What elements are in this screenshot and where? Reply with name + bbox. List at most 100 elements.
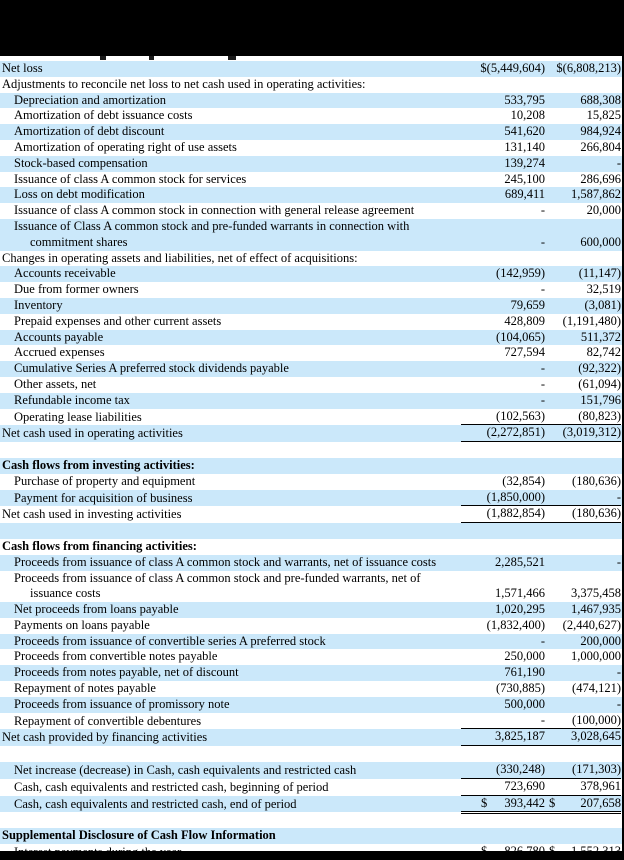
table-row: Amortization of debt issuance costs 10,2… [0,108,624,124]
table-row: Depreciation and amortization 533,795 68… [0,92,624,109]
table-row: Prepaid expenses and other current asset… [0,314,624,330]
value-column-1: 2,285,521 [495,554,545,569]
value-column-1: - [540,376,545,391]
table-row: Accounts payable (104,065) 511,372 [0,329,624,346]
dollar-sign: $ [549,795,556,810]
value-column-1: (102,563) [461,409,545,426]
dollar-sign: $ [481,795,488,810]
value-column-2: (100,000) [545,713,621,730]
value-column-2: - [616,665,621,680]
value-column-1: (142,959) [496,266,545,281]
value-column-1: 541,620 [504,124,545,139]
value-column-2: 82,742 [586,345,621,360]
value-column-1: 761,190 [504,665,545,680]
row-label: Accrued expenses [14,345,105,360]
table-row: Issuance of class A common stock in conn… [0,203,624,219]
table-row: Accrued expenses 727,594 82,742 [0,345,624,361]
table-row: Net cash used in investing activities (1… [0,506,624,524]
value-column-2: (3,081) [584,297,621,312]
value-column-1: 79,659 [510,297,545,312]
value-column-1: 1,020,295 [495,602,545,617]
statement-table: Net loss $(5,449,604) $(6,808,213) Adjus… [0,61,624,860]
row-label: Accounts receivable [14,266,116,281]
value-column-1: 689,411 [504,187,545,202]
value-column-2: 20,000 [586,203,621,218]
value-column-2: (2,440,627) [562,617,621,632]
row-label: Refundable income tax [14,392,130,407]
row-label: Proceeds from issuance of promissory not… [14,696,230,711]
table-row: Issuance of class A common stock for ser… [0,172,624,188]
row-label: Loss on debt modification [14,187,145,202]
value-column-1: 1,571,466 [495,586,545,601]
row-label: Payments on loans payable [14,617,150,632]
row-label: Proceeds from issuance of class A common… [14,554,437,569]
row-label: Net loss [2,61,43,75]
row-label: Amortization of debt issuance costs [14,108,193,123]
value-column-2: 266,804 [580,139,621,154]
row-label: Purchase of property and equipment [14,473,196,488]
table-row: Amortization of debt discount 541,620 98… [0,124,624,140]
row-label: Proceeds from notes payable, net of disc… [14,665,239,680]
row-label: Proceeds from convertible notes payable [14,649,218,664]
value-column-2: 688,308 [580,92,621,107]
table-row: Loss on debt modification 689,411 1,587,… [0,187,624,204]
row-label: Accounts payable [14,329,104,344]
value-column-2: 600,000 [580,234,621,249]
value-column-1: 131,140 [504,139,545,154]
value-column-1: - [540,234,545,249]
table-row: Operating lease liabilities (102,563) (8… [0,409,624,426]
table-row: Due from former owners - 32,519 [0,282,624,298]
row-label: Stock-based compensation [14,155,148,170]
redacted-text-remnant [149,56,154,60]
amount: 207,658 [580,795,621,810]
row-label: Due from former owners [14,282,139,297]
value-column-2: 1,000,000 [571,649,621,664]
redacted-text-remnant [228,56,236,60]
page-right-border [622,0,624,860]
value-column-1: 245,100 [504,171,545,186]
value-column-1: (330,248) [461,762,545,779]
redacted-text-remnant [100,56,106,60]
value-column-1: - [540,633,545,648]
table-row: Net cash used in operating activities (2… [0,425,624,443]
table-row: Other assets, net - (61,094) [0,377,624,393]
value-column-2: $207,658 [545,795,621,815]
table-row: Net proceeds from loans payable 1,020,29… [0,602,624,618]
bottom-black-bar [0,851,624,860]
value-column-2: 1,467,935 [571,602,621,617]
value-column-2: (180,636) [545,506,621,524]
table-row: Adjustments to reconcile net loss to net… [0,77,624,93]
value-column-1: - [540,361,545,376]
row-label: Cash, cash equivalents and restricted ca… [14,779,329,794]
value-column-2: 984,924 [580,124,621,139]
value-column-1: 3,825,187 [461,729,545,747]
value-column-2: (474,121) [572,681,621,696]
row-label: Net cash used in operating activities [2,426,183,441]
table-row: Refundable income tax - 151,796 [0,392,624,409]
table-row: Cash flows from financing activities: [0,539,624,555]
value-column-1: (1,882,854) [461,506,545,524]
value-column-2: 1,587,862 [571,187,621,202]
row-label: Inventory [14,297,63,312]
table-row: Net loss $(5,449,604) $(6,808,213) [0,61,624,77]
row-label: Cash flows from investing activities: [2,457,195,472]
value-column-1: 533,795 [504,92,545,107]
value-column-1: (32,854) [502,473,545,488]
table-row: Cash, cash equivalents and restricted ca… [0,795,624,815]
table-row: Proceeds from issuance of class A common… [0,554,624,571]
value-column-1: (1,850,000) [461,490,545,507]
table-row: Repayment of notes payable (730,885) (47… [0,681,624,697]
value-column-1: - [461,713,545,730]
value-column-2: 378,961 [545,779,621,796]
table-row: Proceeds from issuance of class A common… [0,571,624,603]
table-row: Payment for acquisition of business (1,8… [0,489,624,507]
table-row: Accounts receivable (142,959) (11,147) [0,266,624,283]
row-label: Net proceeds from loans payable [14,602,179,617]
value-column-2: 32,519 [586,282,621,297]
row-label: Amortization of operating right of use a… [14,139,237,154]
table-row [0,523,624,539]
value-column-2: (1,191,480) [562,313,621,328]
table-row: Repayment of convertible debentures - (1… [0,713,624,730]
value-column-1: 500,000 [504,696,545,711]
